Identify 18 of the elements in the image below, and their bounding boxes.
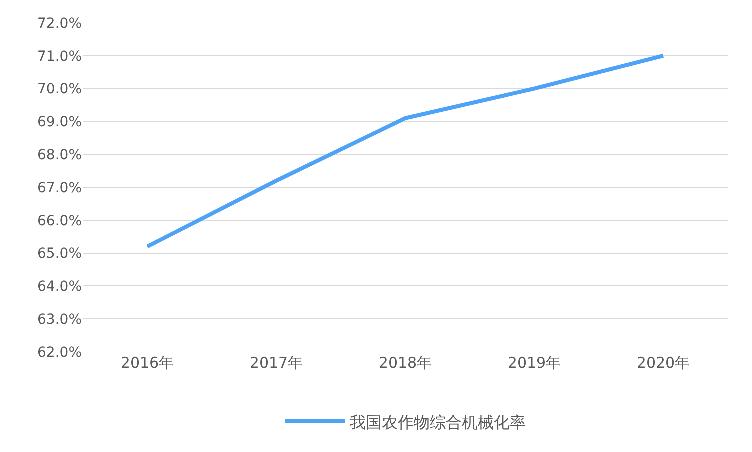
y-tick-label: 63.0% [38, 312, 82, 328]
x-tick-label: 2017年 [250, 354, 304, 372]
legend-label: 我国农作物综合机械化率 [350, 412, 526, 432]
y-tick-label: 72.0% [38, 16, 82, 32]
x-tick-label: 2020年 [636, 354, 690, 372]
y-tick-label: 62.0% [38, 344, 82, 361]
y-tick-label: 66.0% [38, 213, 82, 230]
y-tick-label: 68.0% [38, 148, 82, 164]
y-tick-label: 70.0% [38, 82, 82, 98]
y-tick-label: 67.0% [38, 180, 82, 196]
x-tick-label: 2016年 [120, 354, 174, 372]
x-tick-label: 2018年 [378, 354, 432, 372]
x-tick-label: 2019年 [508, 354, 562, 372]
line-series [146, 54, 666, 249]
y-tick-label: 65.0% [38, 246, 82, 262]
y-tick-label: 69.0% [38, 114, 82, 131]
y-tick-label: 71.0% [38, 48, 82, 65]
y-tick-label: 64.0% [38, 279, 82, 296]
